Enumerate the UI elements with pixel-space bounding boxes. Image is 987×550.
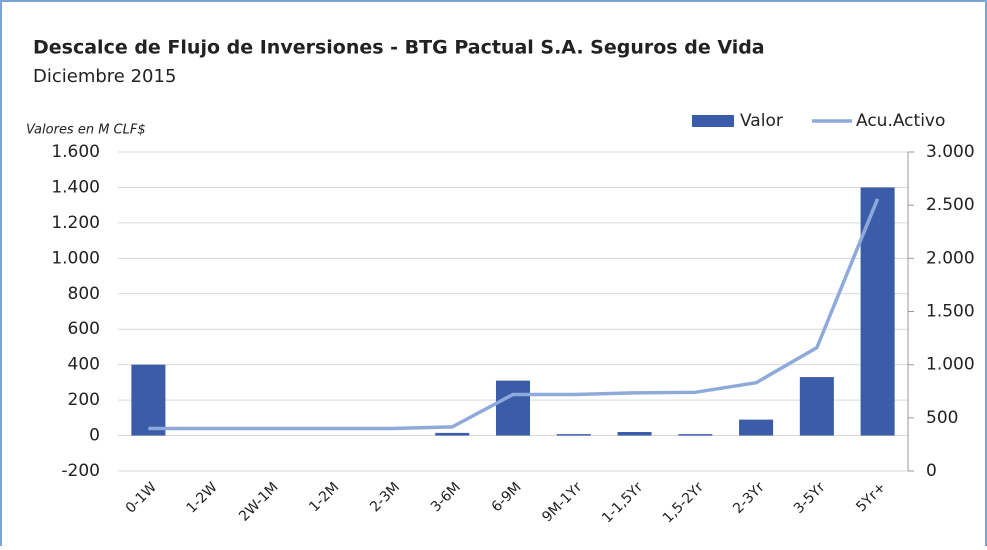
x-tick-label: 0-1W: [123, 479, 160, 516]
y-tick-label: -200: [61, 461, 100, 481]
x-tick-label: 2W-1M: [236, 479, 281, 524]
x-tick-label: 3-6M: [428, 479, 464, 515]
chart-title: Descalce de Flujo de Inversiones - BTG P…: [33, 37, 765, 59]
y2-tick-label: 2.500: [926, 195, 975, 215]
y-tick-label: 1.400: [51, 177, 100, 197]
y2-tick-label: 3.000: [926, 142, 975, 162]
x-tick-label: 1-1,5Yr: [599, 479, 646, 526]
y-tick-label: 800: [68, 284, 100, 304]
y2-tick-label: 500: [926, 408, 958, 428]
y2-tick-label: 1.000: [926, 355, 975, 375]
x-tick-label: 1-2M: [306, 479, 342, 515]
x-tick-label: 1,5-2Yr: [660, 479, 707, 526]
bar: [617, 432, 652, 436]
bar: [678, 434, 713, 436]
y-tick-label: 400: [68, 355, 100, 375]
x-tick-label: 9M-1Yr: [539, 479, 585, 525]
x-tick-label: 3-5Yr: [791, 479, 829, 517]
bar: [799, 377, 834, 436]
y2-tick-label: 0: [926, 461, 937, 481]
y-tick-label: 1.000: [51, 248, 100, 268]
x-tick-label: 2-3M: [367, 479, 403, 515]
y-tick-label: 0: [89, 426, 100, 446]
bar: [739, 419, 774, 436]
y-tick-label: 200: [68, 390, 100, 410]
line: [148, 198, 880, 431]
y2-tick-label: 1.500: [926, 302, 975, 322]
y2-tick-label: 2.000: [926, 248, 975, 268]
legend-label: Acu.Activo: [856, 111, 945, 131]
bar: [435, 432, 470, 436]
legend-swatch: [692, 115, 734, 127]
bar: [131, 364, 166, 436]
y-tick-label: 600: [68, 319, 100, 339]
x-tick-label: 1-2W: [184, 479, 221, 516]
x-tick-label: 6-9M: [489, 479, 525, 515]
bar: [495, 380, 531, 436]
y-tick-label: 1.200: [51, 213, 100, 233]
chart-subtitle: Diciembre 2015: [33, 66, 176, 87]
y-axis-label: Valores en M CLF$: [26, 123, 146, 138]
legend-label: Valor: [740, 111, 783, 131]
x-tick-label: 2-3Yr: [730, 479, 768, 517]
bar: [556, 434, 591, 436]
y-tick-label: 1.600: [51, 142, 100, 162]
x-tick-label: 5Yr+: [853, 479, 889, 515]
